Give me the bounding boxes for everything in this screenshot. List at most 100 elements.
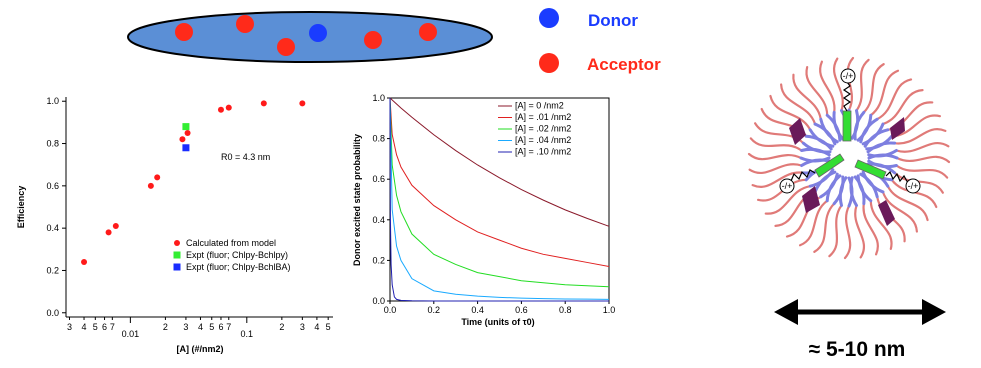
green-rods (814, 110, 887, 180)
data-point (184, 129, 191, 136)
series-line (389, 97, 610, 227)
series-line (389, 97, 610, 300)
hydrophilic-chain (813, 202, 836, 253)
plot-frame (389, 97, 610, 302)
data-point (81, 259, 88, 265)
hydrophilic-chain (881, 190, 918, 233)
hydrophilic-chain (886, 185, 929, 222)
x-tick-label: 4 (82, 322, 87, 332)
data-point (299, 100, 306, 107)
hydrophilic-chain (895, 141, 950, 153)
legend-label: [A] = .10 /nm2 (515, 147, 571, 157)
hydrophilic-chain (798, 199, 829, 247)
x-tick-label: 4 (198, 322, 203, 332)
hydrophilic-chain (832, 57, 844, 112)
y-tick-label: 1.0 (372, 93, 385, 103)
legend-label: Expt (fluor; Chlpy-BchlBA) (186, 262, 291, 272)
size-arrow (774, 299, 946, 325)
hydrophobic-tail (801, 141, 832, 154)
legend-label: [A] = .01 /nm2 (515, 112, 571, 122)
hydrophilic-chain (876, 78, 913, 121)
x-tick-label: 7 (226, 322, 231, 332)
hydrophilic-chain (895, 155, 951, 164)
y-tick-label: 0.2 (46, 265, 59, 275)
hydrophobic-tail (832, 110, 845, 141)
charge-label: -/+ (908, 181, 919, 191)
micelle-ellipse-diagram (127, 11, 493, 63)
x-tick-label: 2 (279, 322, 284, 332)
hydrophilic-chain (869, 199, 893, 251)
y-axis-label: Efficiency (16, 186, 26, 229)
hydrophilic-chain (748, 163, 803, 175)
donor-label: Donor (588, 11, 638, 30)
legend-label: [A] = .02 /nm2 (515, 124, 571, 134)
efficiency-legend: Calculated from model Expt (fluor; Chlpy-… (173, 238, 291, 272)
y-tick-label: 0.8 (372, 134, 385, 144)
acceptor-dot (364, 31, 382, 49)
hydrophilic-chain (828, 204, 843, 258)
acceptor-dot (277, 38, 295, 56)
x-tick-label: 2 (163, 322, 168, 332)
x-tick-label: 1.0 (603, 305, 616, 315)
x-axis-label: [A] (#/nm2) (177, 344, 224, 354)
acceptor-legend-dot (539, 53, 559, 73)
decay-chart: 0.0 0.2 0.4 0.6 0.8 1.0 0.0 0.2 0.4 0.6 0.8 1.0 Do… (352, 93, 615, 327)
r0-annotation: R0 = 4.3 nm (221, 152, 270, 162)
legend-marker (173, 251, 181, 259)
x-tick-label: 0.4 (471, 305, 484, 315)
series-line (389, 97, 609, 302)
x-tick-label: 5 (209, 322, 214, 332)
acceptor-label: Acceptor (587, 55, 661, 74)
y-tick-label: 0.2 (372, 255, 385, 265)
x-tick-label: 4 (314, 322, 319, 332)
x-tick-label: 5 (93, 322, 98, 332)
hydrophilic-chain (893, 128, 947, 145)
y-tick-label: 0.6 (372, 174, 385, 184)
hydrophobic-tail (808, 168, 835, 188)
x-tick-label: 0.6 (515, 305, 528, 315)
hydrophilic-chain (756, 178, 808, 202)
y-tick-label: 0.0 (372, 296, 385, 306)
hydrophilic-chain (869, 69, 900, 117)
y-tick-label: 0.4 (46, 223, 59, 233)
charge-markers: -/+ -/+ -/+ (779, 68, 921, 194)
hydrophobic-tail (847, 176, 854, 208)
hydrophobic-tail (819, 172, 839, 199)
data-point (105, 229, 112, 236)
hydrophilic-chain (843, 204, 852, 260)
hydrophobic-tail (867, 148, 898, 158)
legend-marker (173, 263, 181, 271)
hydrophilic-chain (895, 164, 949, 179)
y-tick-label: 0.0 (46, 308, 59, 318)
hydrophilic-chain (862, 63, 885, 114)
y-tick-label: 1.0 (46, 96, 59, 106)
x-tick-label: 0.2 (428, 305, 441, 315)
hydrophilic-chain (855, 58, 870, 112)
hydrophilic-chain (862, 202, 879, 256)
legend-label: [A] = 0 /nm2 (515, 101, 564, 111)
hydrophilic-chain (769, 94, 812, 131)
hydrophobic-tail (819, 117, 839, 144)
decay-legend: [A] = 0 /nm2[A] = .01 /nm2 [A] = .02 /nm2… (498, 101, 571, 157)
x-axis-label: Time (units of τ0) (461, 317, 534, 327)
hydrophobic-tail (863, 128, 890, 148)
hydrophilic-chain (747, 152, 803, 161)
hydrophilic-chain (749, 137, 803, 152)
x-tick-label: 6 (102, 322, 107, 332)
hydrophilic-chain (751, 171, 805, 188)
charge-label: -/+ (782, 181, 793, 191)
x-tick-label: 7 (110, 322, 115, 332)
micelle-cartoon: -/+ -/+ -/+ ≈ 5-10 nm (747, 56, 951, 361)
hydrophobic-tail (832, 175, 845, 206)
hydrophobic-tail (866, 162, 897, 175)
hydrophilic-chain (854, 204, 866, 259)
legend-marker (174, 240, 180, 246)
y-tick-label: 0.6 (46, 181, 59, 191)
charge-label: -/+ (843, 71, 854, 81)
y-tick-label: 0.8 (46, 139, 59, 149)
donor-dot (309, 24, 327, 42)
legend-label: [A] = .04 /nm2 (515, 135, 571, 145)
x-tick-label: 5 (326, 322, 331, 332)
y-tick-label: 0.4 (372, 215, 385, 225)
